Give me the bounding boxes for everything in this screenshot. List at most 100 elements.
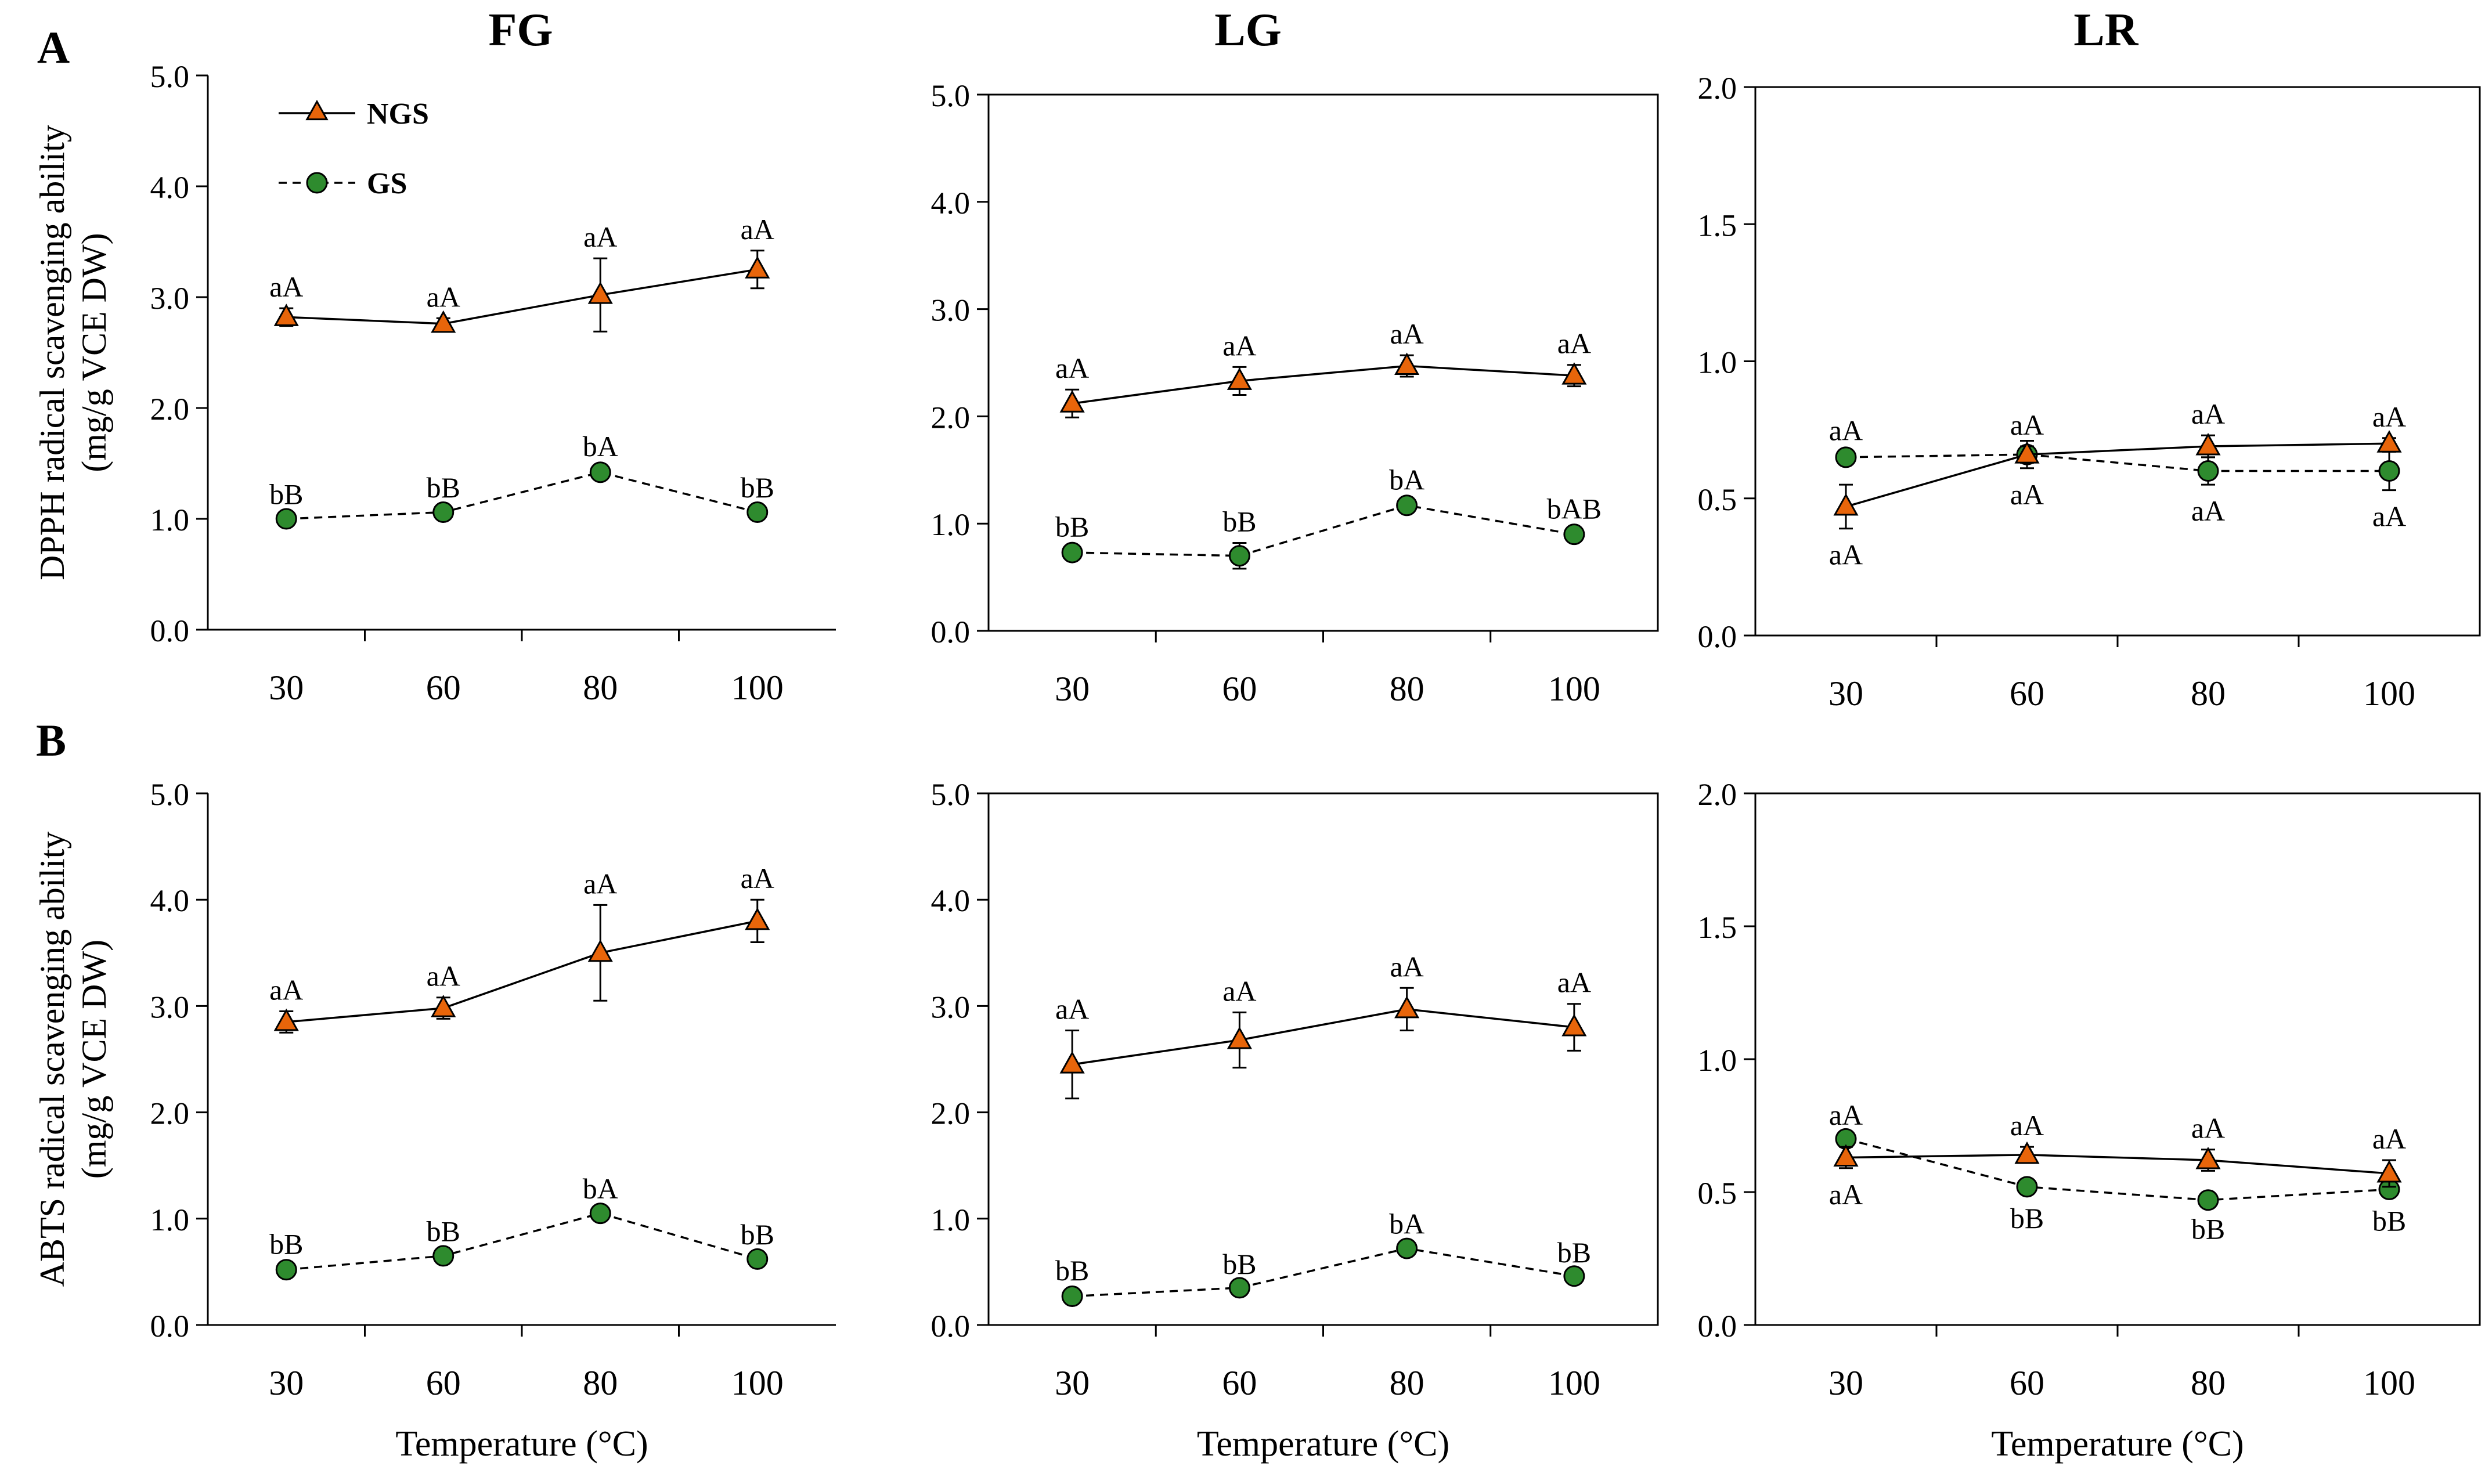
significance-label: aA [1829, 539, 1863, 571]
y-axis-label-unit: (mg/g VCE DW) [75, 233, 113, 472]
significance-label: aA [583, 221, 617, 253]
series-line [1845, 1138, 2390, 1201]
y-tick-label: 0.0 [1698, 1309, 1737, 1344]
significance-label: aA [1390, 950, 1423, 983]
significance-label: aA [741, 862, 774, 894]
significance-label: bB [741, 1218, 774, 1251]
x-tick-label: 80 [1390, 1364, 1424, 1402]
series-line [1845, 442, 2390, 508]
data-point-gs [1835, 446, 1857, 468]
significance-label: bAB [1547, 492, 1602, 525]
series-line [1072, 1008, 1575, 1066]
series-ngs: aA aA aA aA [1055, 317, 1591, 418]
y-tick-label: 1.0 [150, 1203, 190, 1237]
y-tick-label: 2.0 [931, 400, 971, 435]
significance-label: aA [1829, 414, 1863, 446]
x-tick-label: 60 [1222, 670, 1257, 708]
y-tick-label: 3.0 [150, 281, 190, 316]
y-tick-label: 1.0 [931, 1203, 971, 1237]
y-tick-label: 1.0 [150, 503, 190, 537]
significance-label: aA [1829, 1099, 1863, 1131]
significance-label: aA [2191, 1112, 2225, 1144]
legend-label-gs: GS [367, 167, 407, 200]
data-point-gs [1563, 1265, 1585, 1287]
y-tick-label: 1.0 [931, 507, 971, 542]
x-tick-label: 30 [1055, 1364, 1090, 1402]
panel-a-2: 0.0 1.0 2.0 3.0 4.0 5.0 30 60 80 100 LG bB bB bA bAB aA… [931, 5, 1659, 708]
y-tick-label: 3.0 [931, 293, 971, 328]
data-point-gs [1228, 545, 1250, 567]
y-tick-label: 1.0 [1698, 345, 1737, 380]
significance-label: aA [1390, 317, 1423, 350]
significance-label: aA [2010, 409, 2044, 441]
data-point-gs [1061, 541, 1083, 564]
significance-label: aA [2010, 478, 2044, 511]
y-tick-label: 2.0 [931, 1096, 971, 1131]
significance-label: aA [2372, 500, 2406, 533]
x-tick-label: 30 [1828, 1364, 1863, 1402]
series-line [286, 268, 758, 325]
y-tick-label: 0.0 [150, 1309, 190, 1344]
data-point-ngs [1227, 1026, 1252, 1049]
series-ngs: aA aA aA aA [1829, 1109, 2406, 1211]
significance-label: aA [741, 213, 774, 245]
data-point-gs [432, 501, 455, 523]
significance-label: bB [269, 478, 303, 510]
significance-label: bB [1222, 505, 1256, 537]
x-tick-label: 80 [1390, 670, 1424, 708]
x-tick-label: 60 [426, 669, 461, 707]
series-ngs: aA aA aA aA [269, 862, 774, 1034]
data-point-gs [1563, 523, 1585, 546]
legend-marker-gs [306, 172, 328, 194]
significance-label: aA [2191, 494, 2225, 527]
significance-label: bA [583, 1172, 618, 1205]
x-tick-label: 30 [1055, 670, 1090, 708]
y-axis-label: DPPH radical scavenging ability [33, 125, 71, 580]
data-point-ngs [273, 1008, 299, 1031]
significance-label: aA [427, 280, 460, 313]
data-point-ngs [2014, 1141, 2040, 1164]
significance-label: bB [1055, 1254, 1089, 1287]
significance-label: bB [1557, 1236, 1591, 1269]
significance-label: aA [269, 974, 303, 1006]
data-point-ngs [273, 304, 299, 326]
legend-label-ngs: NGS [367, 98, 429, 131]
data-point-ngs [2014, 441, 2040, 464]
significance-label: aA [1557, 966, 1591, 999]
data-point-gs [2197, 1189, 2219, 1211]
significance-label: bB [1222, 1248, 1256, 1280]
x-tick-label: 100 [2363, 1364, 2415, 1402]
data-point-gs [746, 501, 769, 523]
significance-label: aA [2191, 398, 2225, 430]
x-tick-label: 30 [269, 669, 304, 707]
y-tick-label: 2.0 [150, 1096, 190, 1131]
significance-label: bB [2191, 1212, 2225, 1245]
data-point-gs [1396, 494, 1418, 517]
data-point-ngs [2195, 1146, 2221, 1169]
data-point-gs [2197, 460, 2219, 482]
y-tick-label: 1.0 [1698, 1043, 1737, 1078]
y-tick-label: 0.0 [931, 615, 971, 649]
panel-title: LR [2073, 5, 2138, 56]
series-ngs: aA aA aA aA [269, 213, 774, 333]
data-point-ngs [1227, 367, 1252, 390]
data-point-ngs [1833, 493, 1859, 516]
panel-title: LG [1214, 5, 1282, 56]
series-gs: aA aA aA aA [1829, 414, 2406, 532]
series-ngs: aA aA aA aA [1829, 398, 2406, 571]
y-tick-label: 4.0 [931, 186, 971, 221]
significance-label: bB [427, 471, 460, 504]
significance-label: bA [1389, 1208, 1424, 1240]
data-point-ngs [1394, 995, 1420, 1019]
y-tick-label: 5.0 [931, 78, 971, 113]
x-axis-label: Temperature (°C) [395, 1424, 648, 1464]
y-tick-label: 1.5 [1698, 208, 1737, 243]
x-tick-label: 60 [1222, 1364, 1257, 1402]
data-point-gs [2378, 460, 2400, 482]
series-line [286, 920, 758, 1023]
data-point-gs [275, 508, 297, 530]
data-point-gs [275, 1259, 297, 1281]
y-tick-label: 0.5 [1698, 482, 1737, 517]
series-line [1072, 504, 1575, 557]
data-point-gs [589, 461, 611, 483]
